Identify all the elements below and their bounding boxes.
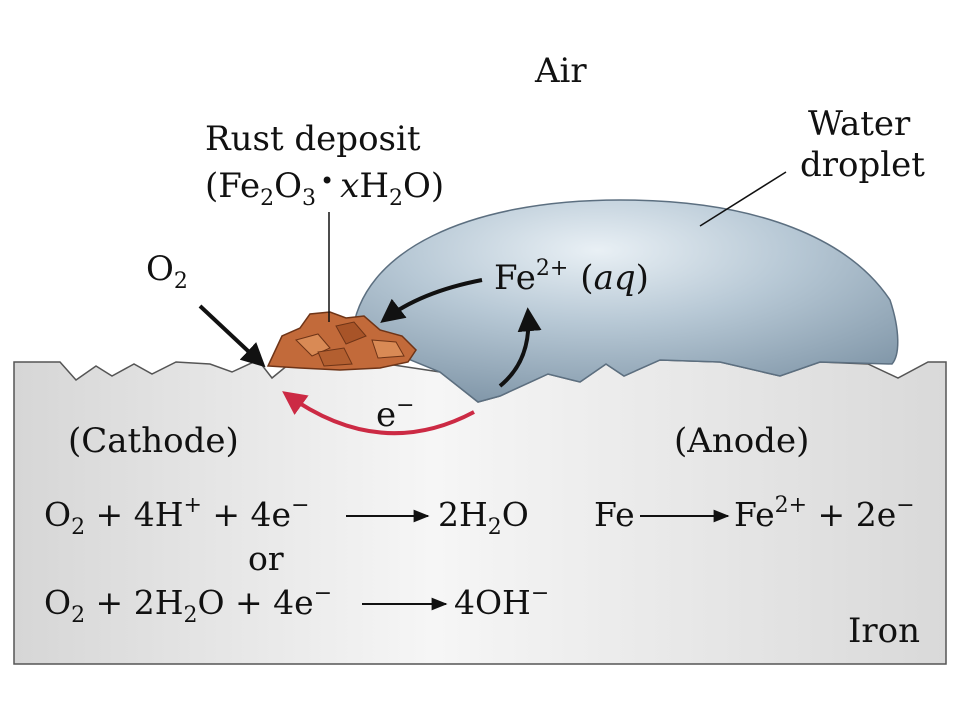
water-droplet-label-2: droplet — [800, 145, 925, 185]
electron-e: e — [376, 395, 396, 435]
anode-reactant: Fe — [594, 495, 635, 534]
iron-ion-label: Fe2+ (aq) — [494, 256, 649, 298]
oxygen-sub: 2 — [174, 269, 188, 294]
rust-formula: (Fe2O3• xH2O) — [205, 166, 444, 211]
anode-product: Fe2+ + 2e− — [734, 493, 915, 534]
water-droplet — [351, 199, 899, 403]
cathode-label: (Cathode) — [68, 421, 239, 461]
cathode-product-2: 4OH− — [454, 581, 549, 622]
rust-sub-2b: 2 — [389, 186, 403, 211]
rust-sub-3: 3 — [302, 186, 316, 211]
cathode-equation-1: O2 + 4H+ + 4e− — [44, 493, 310, 540]
anode-up-arrow — [498, 307, 542, 388]
rust-x: x — [340, 166, 359, 206]
rust-dot: • — [320, 167, 334, 195]
electron-label: e− — [376, 393, 415, 435]
or-connector: or — [248, 539, 284, 578]
rust-close: O) — [403, 166, 444, 206]
iron-ion-aq: aq — [594, 258, 636, 298]
rust-o: O — [274, 166, 302, 206]
electron-flow-arrow — [282, 391, 475, 436]
electron-charge: − — [396, 393, 414, 418]
rust-sub-2: 2 — [260, 186, 274, 211]
oxygen-o: O — [146, 249, 174, 289]
iron-ion-open: ( — [580, 258, 593, 298]
oxygen-label: O2 — [146, 249, 188, 294]
rust-h: H — [359, 166, 389, 206]
cathode-equation-2: O2 + 2H2O + 4e− — [44, 581, 332, 628]
rust-deposit-label: Rust deposit — [205, 119, 421, 159]
cathode-product-1: 2H2O — [438, 495, 529, 540]
anode-label: (Anode) — [674, 421, 809, 461]
rust-open: (Fe — [205, 166, 260, 206]
iron-ion-charge: 2+ — [536, 256, 568, 281]
air-label: Air — [534, 51, 587, 91]
iron-ion-arrow — [380, 278, 483, 323]
iron-ion-fe: Fe — [494, 258, 536, 298]
rust-deposit — [266, 311, 417, 371]
droplet-leader-line — [699, 171, 787, 227]
oxygen-arrow — [198, 304, 266, 368]
iron-label: Iron — [848, 611, 920, 651]
water-droplet-label: Water — [808, 104, 911, 144]
iron-ion-close: ) — [636, 258, 649, 298]
